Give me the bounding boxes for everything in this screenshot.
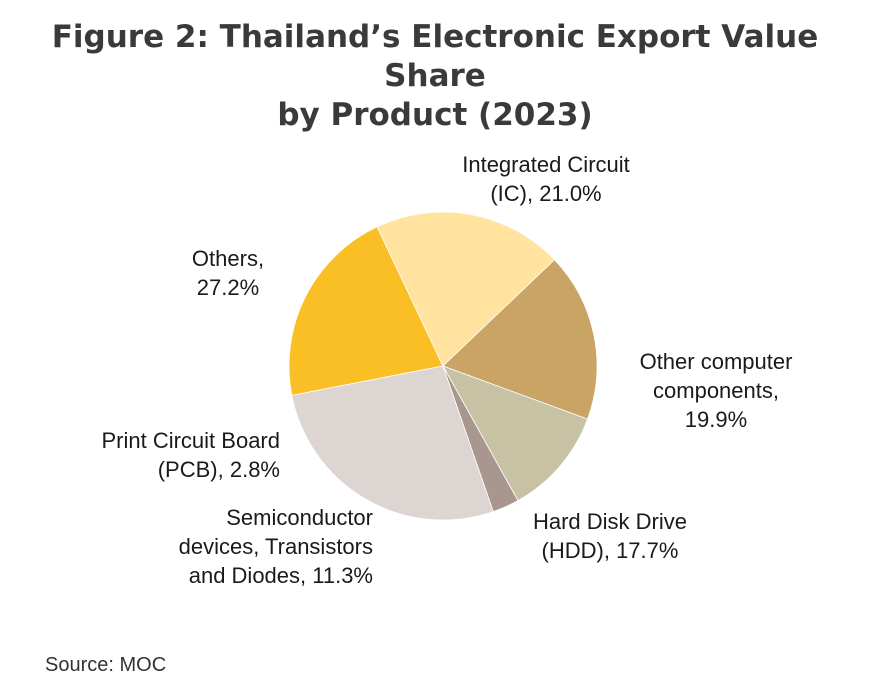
slice-label-line: 19.9% (685, 407, 747, 432)
slice-label-line: components, (653, 378, 779, 403)
slice-label-6: Others, 27.2% (192, 246, 264, 300)
slice-label-line: Semiconductor (226, 505, 373, 530)
slice-label-line: and Diodes, 11.3% (189, 563, 373, 588)
pie-slices (288, 211, 598, 521)
pie-slice-integrated-circuit-ic (288, 226, 444, 396)
slice-label-line: Integrated Circuit (462, 152, 630, 177)
slice-label-2: Other computer components, 19.9% (640, 349, 793, 432)
slice-label-5: Print Circuit Board (PCB), 2.8% (101, 428, 280, 482)
slice-label-1: Integrated Circuit (IC), 21.0% (462, 152, 630, 206)
chart-title: Figure 2: Thailand’s Electronic Export V… (0, 18, 870, 135)
pie-slice-hard-disk-drive-hdd (442, 259, 598, 420)
slice-label-line: 27.2% (197, 275, 259, 300)
slice-label-line: Other computer (640, 349, 793, 374)
pie-slice-others (291, 365, 494, 521)
pie-slice-other-computer-components (376, 211, 556, 367)
slice-label-line: (PCB), 2.8% (158, 457, 280, 482)
slice-label-line: (HDD), 17.7% (542, 538, 679, 563)
slice-label-3: Hard Disk Drive (HDD), 17.7% (533, 509, 687, 563)
slice-labels: Integrated Circuit (IC), 21.0% Other compu… (101, 152, 792, 588)
slice-label-line: Print Circuit Board (101, 428, 280, 453)
chart-title-line-1: Figure 2: Thailand’s Electronic Export V… (51, 19, 819, 94)
slice-label-line: devices, Transistors (179, 534, 373, 559)
chart-title-line-2: by Product (2023) (277, 97, 593, 133)
slice-label-line: Others, (192, 246, 264, 271)
slice-label-line: Hard Disk Drive (533, 509, 687, 534)
source-note: Source: MOC (45, 654, 167, 676)
slice-label-line: (IC), 21.0% (490, 181, 601, 206)
slice-label-4: Semiconductor devices, Transistors and Dio… (179, 505, 373, 588)
pie-slice-semiconductor-devices-transistors-and-diodes (442, 365, 589, 502)
